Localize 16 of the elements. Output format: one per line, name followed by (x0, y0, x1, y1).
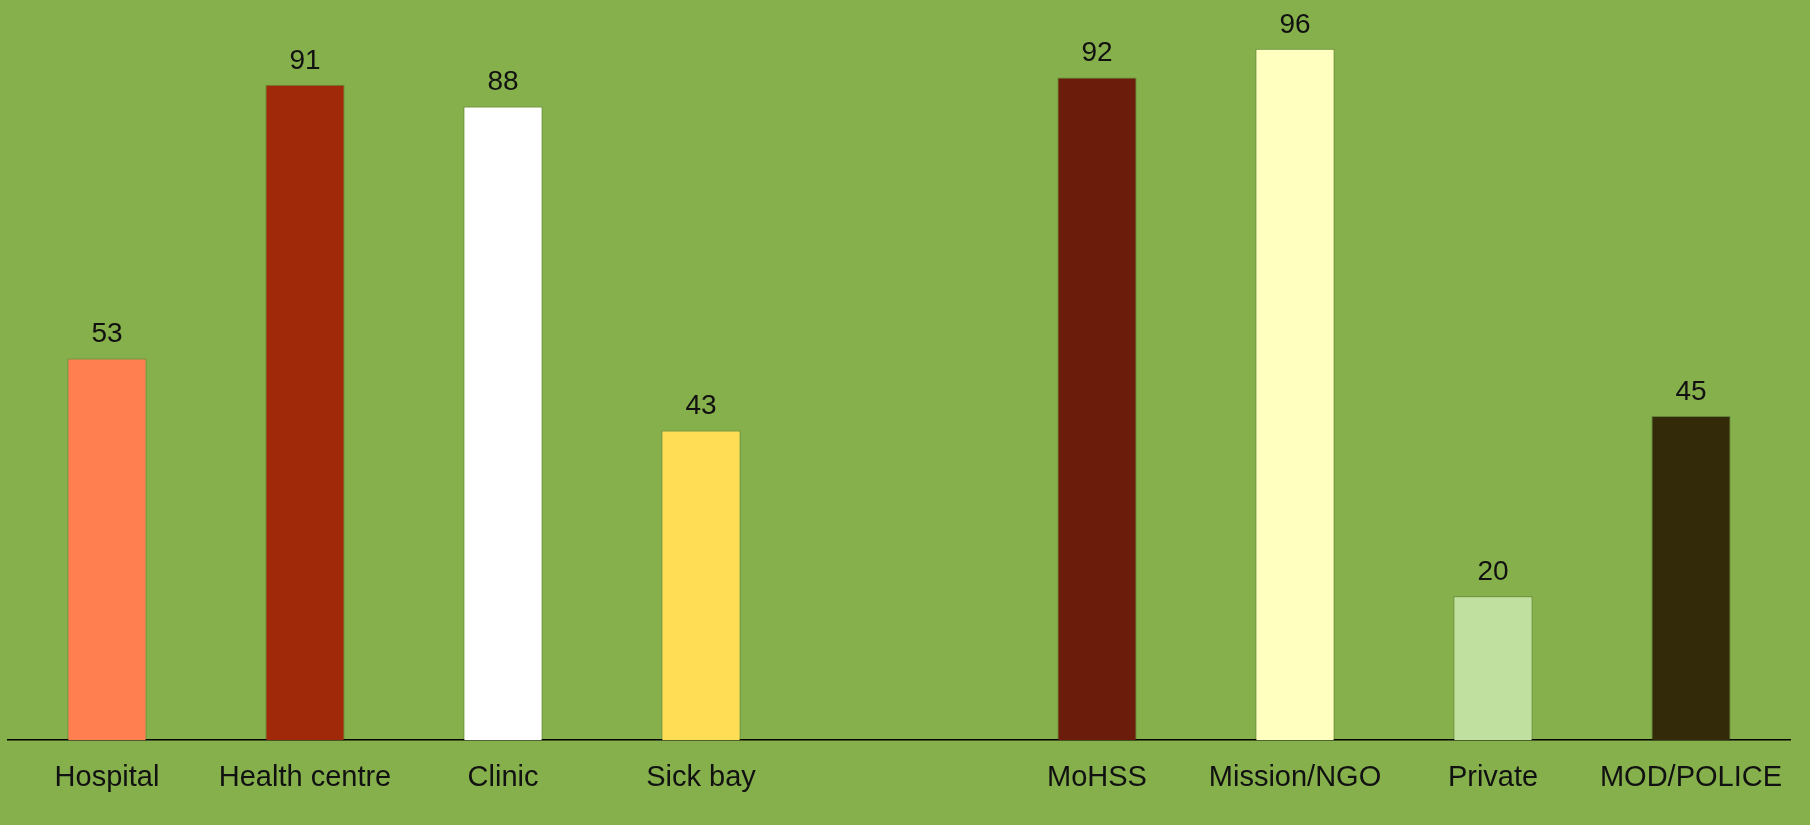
x-tick-label: Hospital (54, 759, 160, 792)
x-tick-label: Mission/NGO (1208, 759, 1382, 792)
data-label: 88 (487, 65, 519, 97)
data-label: 96 (1279, 7, 1311, 39)
data-label: 92 (1081, 36, 1113, 68)
data-label: 45 (1675, 374, 1707, 406)
x-tick-label: Private (1447, 759, 1539, 792)
x-tick-label: MOD/POLICE (1599, 759, 1783, 792)
x-tick-label: Health centre (218, 759, 392, 792)
x-tick-label: MoHSS (1047, 759, 1147, 792)
data-label: 91 (289, 43, 321, 75)
x-tick-label: Sick bay (646, 759, 757, 792)
data-label: 53 (91, 317, 123, 349)
data-label: 20 (1477, 554, 1509, 586)
x-tick-label: Clinic (467, 759, 539, 792)
data-label: 43 (685, 389, 717, 421)
